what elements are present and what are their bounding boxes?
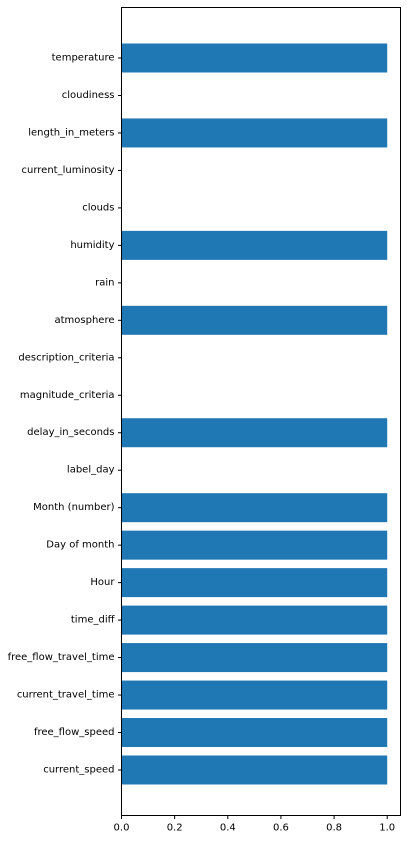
x-tick-label: 0.0 <box>114 823 130 834</box>
y-tick-label: humidity <box>70 240 114 251</box>
y-tick-labels: temperature cloudiness length_in_meterscur… <box>8 53 122 776</box>
y-tick-label: magnitude_criteria <box>20 390 115 401</box>
y-tick-label: delay_in_seconds <box>27 427 114 438</box>
y-tick-label: current_speed <box>43 765 114 776</box>
y-tick-label: current_travel_time <box>17 690 115 701</box>
y-tick-label: time_diff <box>71 615 116 626</box>
bar-temperature <box>121 43 388 73</box>
bar-Hour <box>121 568 388 598</box>
x-tick-label: 0.4 <box>220 823 236 834</box>
y-tick-label: Day of month <box>46 540 114 551</box>
bar-atmosphere <box>121 305 388 335</box>
x-tick-label: 0.6 <box>273 823 289 834</box>
y-tick-label: cloudiness <box>62 90 115 101</box>
bar-Day of month <box>121 530 388 560</box>
y-tick-label: current_luminosity <box>22 165 115 176</box>
bar-time_diff <box>121 605 388 635</box>
bar-current_travel_time <box>121 680 388 710</box>
bar-length_in_meters <box>121 118 388 148</box>
y-tick-label: Hour <box>90 577 115 588</box>
bar-free_flow_travel_time <box>121 643 388 673</box>
x-tick-label: 0.2 <box>167 823 183 834</box>
y-tick-label: free_flow_travel_time <box>8 652 115 663</box>
bar-Month (number) <box>121 493 388 523</box>
bar-humidity <box>121 230 388 260</box>
y-tick-label: label_day <box>67 465 115 476</box>
y-tick-label: atmosphere <box>55 315 115 326</box>
x-ticks: 0.0 0.2 0.4 0.6 0.8 1.0 <box>114 815 395 834</box>
plot-frame <box>121 7 401 816</box>
y-tick-label: temperature <box>52 53 115 64</box>
y-tick-label: rain <box>95 277 114 288</box>
x-tick-label: 1.0 <box>379 823 395 834</box>
bars-group <box>121 43 388 785</box>
bar-current_speed <box>121 755 388 785</box>
y-tick-label: clouds <box>82 202 114 213</box>
bar-free_flow_speed <box>121 718 388 748</box>
y-tick-label: free_flow_speed <box>34 727 115 738</box>
x-tick-label: 0.8 <box>326 823 342 834</box>
y-tick-label: length_in_meters <box>28 127 114 138</box>
y-tick-label: Month (number) <box>33 502 114 513</box>
bar-delay_in_seconds <box>121 418 388 448</box>
y-tick-label: description_criteria <box>18 352 114 363</box>
